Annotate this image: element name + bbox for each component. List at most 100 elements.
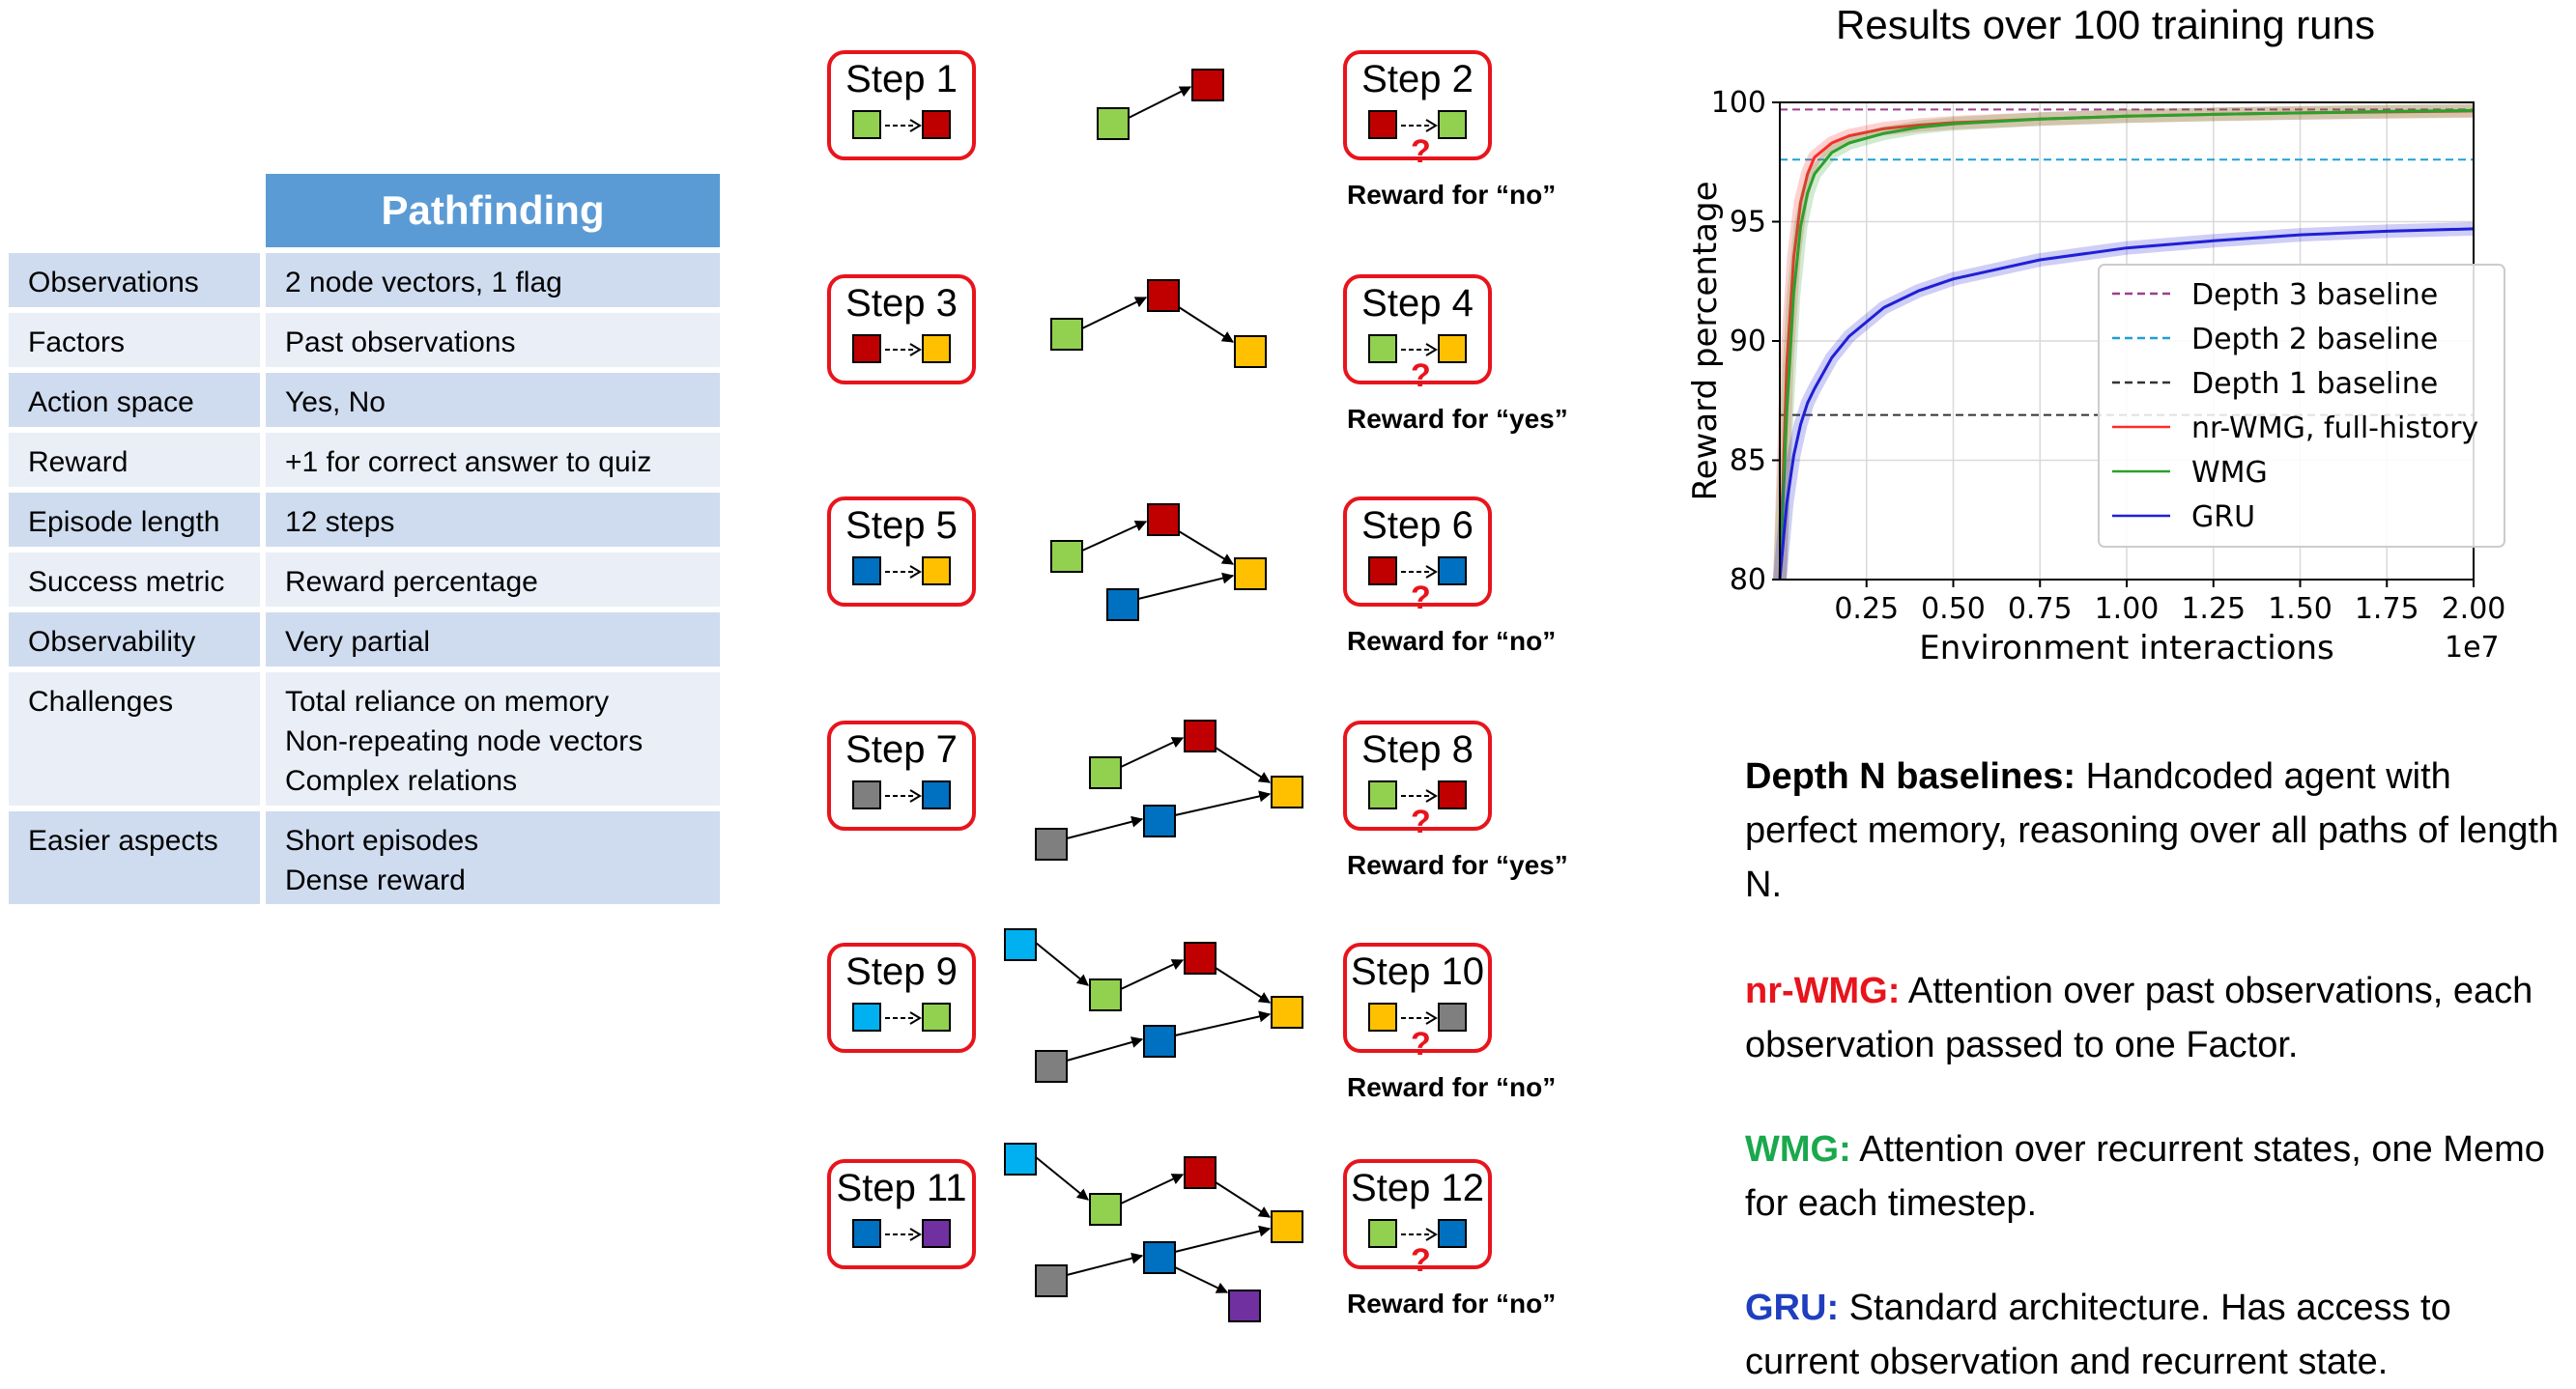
step-label: Step 3 <box>845 282 958 325</box>
node-from <box>1368 1003 1397 1032</box>
node-from <box>852 110 881 139</box>
graph-edge <box>1137 572 1235 600</box>
node-to <box>1438 780 1467 809</box>
x-tick-label: 2.00 <box>2442 592 2506 626</box>
legend-label: Depth 1 baseline <box>2191 367 2438 401</box>
desc-gru: GRU: Standard architecture. Has access t… <box>1745 1281 2566 1389</box>
desc-wmg: WMG: Attention over recurrent states, on… <box>1745 1122 2566 1231</box>
graph-edge <box>1178 530 1235 565</box>
graph-node <box>1097 107 1130 140</box>
graph-node <box>1143 1241 1176 1274</box>
row-key: Episode length <box>9 493 260 547</box>
graph-edge <box>1174 790 1272 816</box>
graph-edge <box>1035 942 1089 986</box>
graph-edge <box>1178 306 1235 343</box>
graph-node <box>1004 928 1037 961</box>
node-from <box>1368 1219 1397 1248</box>
arrow-icon <box>1401 1011 1438 1025</box>
row-value: Past observations <box>266 313 720 367</box>
legend-label: GRU <box>2191 500 2255 534</box>
reward-label: Reward for “yes” <box>1347 850 1568 880</box>
step-box: Step 6? <box>1343 496 1492 614</box>
row-value: 2 node vectors, 1 flag <box>266 253 720 307</box>
arrow-icon <box>885 789 922 803</box>
row-value: Reward percentage <box>266 553 720 607</box>
row-key: Observability <box>9 612 260 666</box>
row-value: Yes, No <box>266 373 720 427</box>
graph-node <box>1050 540 1083 573</box>
question-mark-icon: ? <box>1411 580 1431 616</box>
node-to <box>922 556 951 585</box>
reward-label: Reward for “no” <box>1347 1289 1557 1318</box>
arrow-icon <box>885 1011 922 1025</box>
x-tick-label: 1.50 <box>2268 592 2333 626</box>
node-to <box>1438 334 1467 363</box>
graph-edge <box>1215 747 1272 783</box>
graph-node <box>1147 279 1180 312</box>
step-box: Step 2? <box>1343 50 1492 168</box>
graph-node <box>1234 335 1267 368</box>
desc-wmg-text: Attention over recurrent states, one Mem… <box>1745 1129 2545 1224</box>
x-tick-label: 1.00 <box>2095 592 2160 626</box>
graph-node <box>1191 69 1224 101</box>
node-from <box>1368 110 1397 139</box>
node-to <box>1438 1219 1467 1248</box>
arrow-icon <box>1401 789 1438 803</box>
graph-node <box>1035 828 1068 861</box>
step-label: Step 11 <box>836 1167 967 1209</box>
question-mark-icon: ? <box>1411 357 1431 394</box>
graph-node <box>1234 557 1267 590</box>
node-from <box>852 780 881 809</box>
graph-node <box>1147 503 1180 536</box>
node-from <box>1368 780 1397 809</box>
row-value: Short episodes Dense reward <box>266 811 720 904</box>
node-to <box>1438 110 1467 139</box>
node-to <box>1438 556 1467 585</box>
graph-node <box>1228 1290 1261 1322</box>
desc-gru-name: GRU: <box>1745 1288 1840 1328</box>
graph-node <box>1271 1210 1303 1243</box>
desc-wmg-name: WMG: <box>1745 1129 1851 1170</box>
reward-label: Reward for “yes” <box>1347 404 1568 434</box>
row-key: Reward <box>9 433 260 487</box>
graph-edge <box>1120 737 1185 768</box>
arrow-icon <box>885 565 922 579</box>
graph-node <box>1035 1050 1068 1083</box>
x-axis-label: Environment interactions <box>1919 629 2334 667</box>
step-box: Step 9 <box>827 943 976 1053</box>
graph-edge <box>1174 1010 1272 1036</box>
arrow-icon <box>1401 343 1438 356</box>
arrow-icon <box>885 1228 922 1241</box>
graph-node <box>1143 1025 1176 1058</box>
step-box: Step 12? <box>1343 1159 1492 1277</box>
step-box: Step 4? <box>1343 274 1492 392</box>
step-label: Step 4 <box>1361 282 1474 325</box>
arrow-icon <box>885 343 922 356</box>
step-label: Step 12 <box>1351 1167 1484 1209</box>
node-from <box>1368 334 1397 363</box>
node-from <box>852 556 881 585</box>
question-mark-icon: ? <box>1411 1026 1431 1063</box>
graph-edge <box>1174 1225 1272 1253</box>
arrow-icon <box>1401 1228 1438 1241</box>
step-label: Step 10 <box>1351 950 1484 993</box>
graph-node <box>1184 942 1216 975</box>
row-key: Factors <box>9 313 260 367</box>
table-row: Reward +1 for correct answer to quiz <box>9 433 720 487</box>
step-box: Step 5 <box>827 496 976 607</box>
y-tick-label: 80 <box>1730 563 1766 597</box>
table-row: Success metric Reward percentage <box>9 553 720 607</box>
node-to <box>922 110 951 139</box>
graph-node <box>1184 720 1216 752</box>
step-box: Step 3 <box>827 274 976 384</box>
legend-label: Depth 2 baseline <box>2191 323 2438 356</box>
chart-title: Results over 100 training runs <box>1836 2 2375 47</box>
row-value: Very partial <box>266 612 720 666</box>
row-value: +1 for correct answer to quiz <box>266 433 720 487</box>
graph-edge <box>1035 1156 1089 1201</box>
row-key: Observations <box>9 253 260 307</box>
node-from <box>852 1219 881 1248</box>
x-axis-multiplier: 1e7 <box>2445 631 2500 665</box>
table-row: Factors Past observations <box>9 313 720 367</box>
graph-node <box>1271 996 1303 1029</box>
